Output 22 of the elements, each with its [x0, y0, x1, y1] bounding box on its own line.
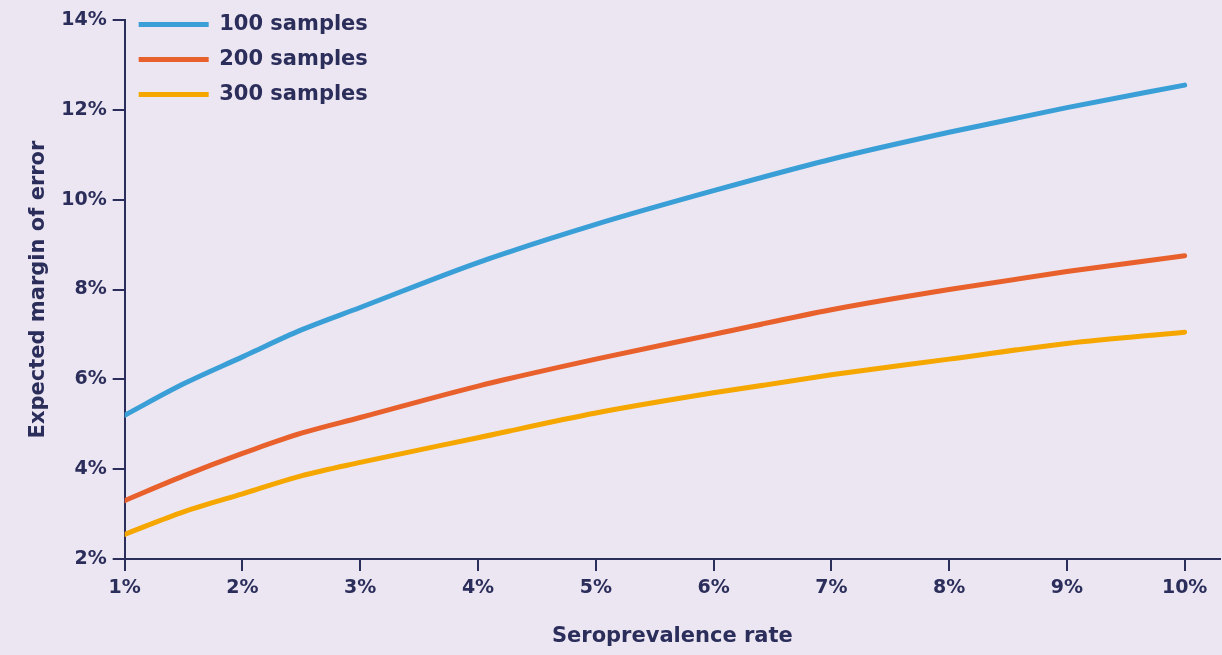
legend-label: 300 samples	[219, 80, 368, 105]
legend-label: 200 samples	[219, 45, 368, 70]
x-tick-label: 2%	[226, 575, 259, 598]
x-tick-label: 10%	[1161, 575, 1208, 598]
y-tick-label: 14%	[61, 6, 107, 29]
legend-label: 100 samples	[219, 10, 368, 35]
x-tick-label: 1%	[108, 575, 141, 598]
y-tick-label: 10%	[61, 186, 107, 209]
x-axis-title: Seroprevalence rate	[551, 622, 793, 647]
y-tick-label: 12%	[61, 96, 107, 119]
x-tick-label: 6%	[697, 575, 730, 598]
x-tick-label: 9%	[1050, 575, 1084, 598]
x-tick-label: 3%	[344, 575, 377, 598]
y-tick-label: 2%	[74, 545, 107, 568]
y-tick-label: 8%	[74, 276, 107, 299]
x-tick-label: 4%	[461, 575, 495, 598]
y-axis-title: Expected margin of error	[25, 139, 50, 439]
x-tick-label: 5%	[579, 575, 612, 598]
x-tick-label: 8%	[932, 575, 966, 598]
y-tick-label: 6%	[74, 366, 107, 389]
y-tick-label: 4%	[74, 456, 107, 479]
x-tick-label: 7%	[815, 575, 848, 598]
